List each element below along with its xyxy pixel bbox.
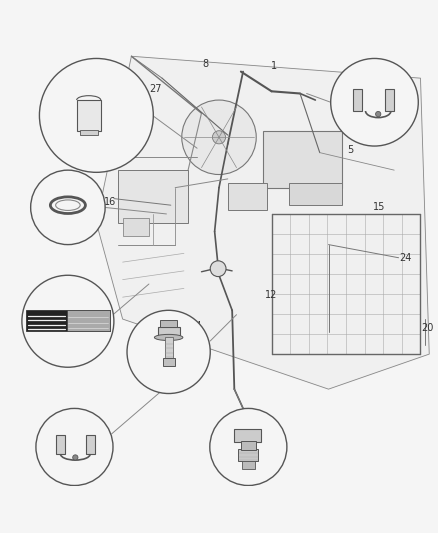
Text: 8: 8 bbox=[203, 59, 209, 69]
Circle shape bbox=[73, 455, 78, 460]
FancyBboxPatch shape bbox=[160, 320, 177, 327]
Ellipse shape bbox=[56, 200, 80, 211]
Text: 29: 29 bbox=[88, 293, 99, 302]
Text: 25: 25 bbox=[138, 372, 149, 381]
Text: 30: 30 bbox=[69, 415, 80, 423]
Text: 28: 28 bbox=[37, 293, 49, 302]
Circle shape bbox=[22, 275, 114, 367]
Text: 19: 19 bbox=[259, 464, 271, 472]
Text: 27: 27 bbox=[149, 84, 162, 94]
Circle shape bbox=[39, 59, 153, 172]
FancyBboxPatch shape bbox=[289, 183, 342, 205]
Ellipse shape bbox=[154, 334, 183, 341]
FancyBboxPatch shape bbox=[163, 358, 175, 366]
Text: 10: 10 bbox=[62, 225, 74, 234]
Text: 26: 26 bbox=[189, 372, 201, 381]
FancyBboxPatch shape bbox=[67, 310, 110, 331]
Text: 16: 16 bbox=[104, 197, 117, 207]
Circle shape bbox=[331, 59, 418, 146]
FancyBboxPatch shape bbox=[80, 130, 98, 135]
Circle shape bbox=[127, 310, 210, 393]
FancyBboxPatch shape bbox=[56, 435, 65, 454]
FancyBboxPatch shape bbox=[241, 441, 256, 449]
Text: 24: 24 bbox=[399, 253, 411, 263]
FancyBboxPatch shape bbox=[242, 461, 255, 469]
FancyBboxPatch shape bbox=[238, 449, 258, 462]
FancyBboxPatch shape bbox=[123, 219, 149, 236]
Ellipse shape bbox=[50, 197, 85, 214]
FancyBboxPatch shape bbox=[26, 310, 110, 331]
FancyBboxPatch shape bbox=[86, 435, 95, 454]
FancyBboxPatch shape bbox=[263, 131, 342, 188]
FancyBboxPatch shape bbox=[77, 100, 101, 131]
FancyBboxPatch shape bbox=[165, 336, 173, 359]
FancyBboxPatch shape bbox=[118, 170, 188, 223]
Circle shape bbox=[210, 408, 287, 486]
Text: 5: 5 bbox=[347, 146, 353, 156]
Text: 30: 30 bbox=[364, 67, 374, 76]
Text: 15: 15 bbox=[373, 203, 385, 212]
Circle shape bbox=[182, 100, 256, 174]
Text: 20: 20 bbox=[421, 323, 433, 333]
Text: 22: 22 bbox=[107, 127, 118, 136]
FancyBboxPatch shape bbox=[228, 183, 267, 209]
Polygon shape bbox=[96, 56, 429, 389]
FancyBboxPatch shape bbox=[353, 89, 362, 111]
Text: 12: 12 bbox=[265, 290, 277, 300]
Circle shape bbox=[210, 261, 226, 277]
Circle shape bbox=[212, 131, 226, 144]
Circle shape bbox=[376, 111, 381, 117]
Text: 17: 17 bbox=[260, 416, 272, 425]
FancyBboxPatch shape bbox=[385, 89, 394, 111]
Text: 14: 14 bbox=[191, 321, 202, 330]
FancyBboxPatch shape bbox=[158, 327, 180, 336]
Circle shape bbox=[36, 408, 113, 486]
FancyBboxPatch shape bbox=[234, 430, 261, 442]
Text: 1: 1 bbox=[271, 61, 277, 71]
Circle shape bbox=[31, 170, 105, 245]
